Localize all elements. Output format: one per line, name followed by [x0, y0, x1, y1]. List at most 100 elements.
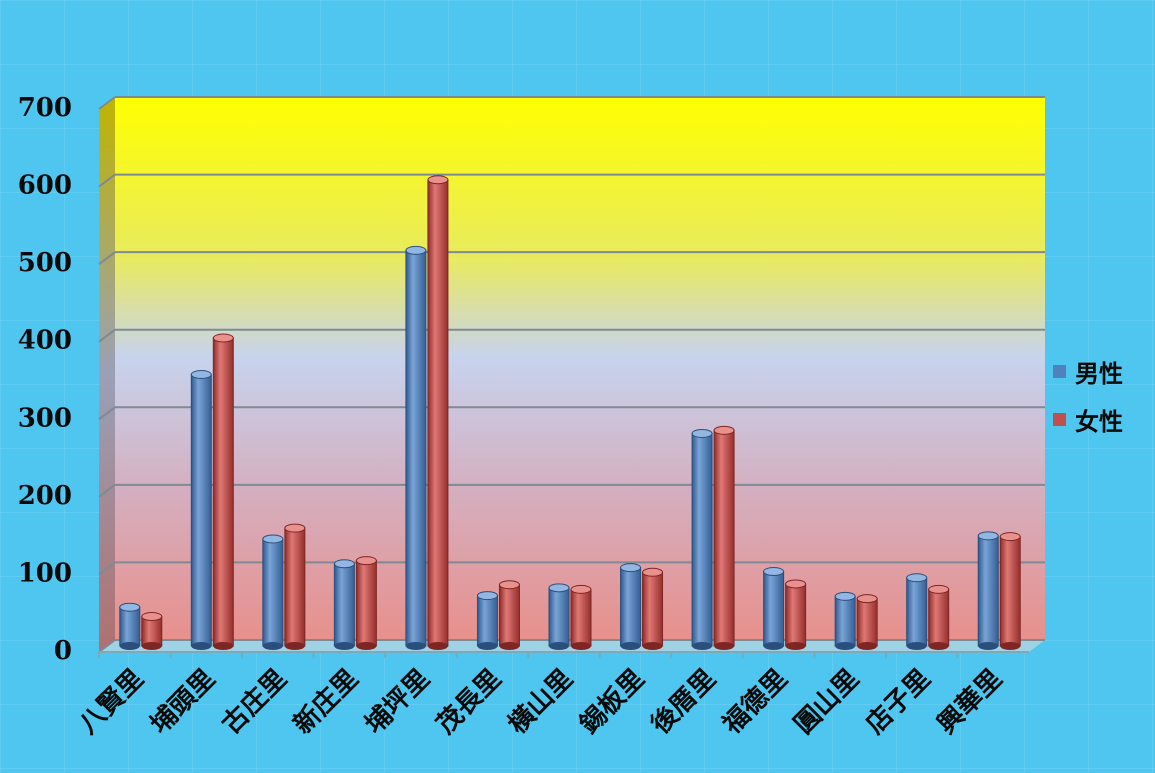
bar-female — [284, 527, 306, 647]
bar-male-cap — [834, 591, 856, 601]
bar-female — [785, 583, 807, 647]
bar-female-cap — [498, 580, 520, 590]
bar-female-cap — [141, 612, 163, 622]
y-tick-label: 300 — [18, 403, 72, 433]
bar-female-cap — [355, 556, 377, 566]
plot-side-wall — [99, 97, 115, 652]
bar-male-base — [978, 642, 999, 650]
bar-male — [691, 432, 713, 647]
gridline-side — [98, 173, 116, 188]
bar-male — [548, 587, 570, 647]
bar-male-cap — [906, 573, 928, 583]
bar-male — [476, 595, 498, 647]
bar-male-base — [334, 642, 355, 650]
bar-female-base — [785, 642, 806, 650]
bar-female — [498, 584, 520, 647]
bar-male-base — [262, 642, 283, 650]
bar-male — [190, 374, 212, 647]
legend-item-male: 男性 — [1053, 354, 1123, 389]
bar-male-cap — [763, 567, 785, 577]
bar-female-cap — [570, 584, 592, 594]
bar-female — [856, 598, 878, 647]
bar-female — [355, 560, 377, 647]
bar-male-base — [477, 642, 498, 650]
bar-female-base — [928, 642, 949, 650]
bar-male — [763, 571, 785, 647]
bar-female-cap — [212, 333, 234, 343]
bar-female — [212, 337, 234, 647]
gridline-side — [98, 251, 116, 265]
bar-male — [620, 567, 642, 647]
bar-female-base — [499, 642, 520, 650]
plot-back-wall — [115, 97, 1045, 640]
legend-label-female: 女性 — [1075, 407, 1123, 436]
bar-female-base — [1000, 642, 1021, 650]
bar-male-base — [405, 642, 426, 650]
y-tick-label: 400 — [18, 326, 72, 356]
bar-female-cap — [785, 579, 807, 589]
bar-female — [570, 588, 592, 647]
bar-female-base — [857, 642, 878, 650]
y-tick-label: 100 — [18, 558, 72, 588]
bar-male-base — [119, 642, 140, 650]
bar-female-base — [213, 642, 234, 650]
bar-female-cap — [427, 175, 449, 185]
y-tick-label: 500 — [18, 248, 72, 278]
legend-swatch-male — [1053, 365, 1066, 378]
y-tick-label: 700 — [18, 93, 72, 123]
bar-male-cap — [548, 583, 570, 593]
bar-male-cap — [262, 534, 284, 544]
gridline-side — [98, 484, 116, 498]
bar-female-cap — [284, 523, 306, 533]
bar-female-cap — [713, 425, 735, 435]
legend-label-male: 男性 — [1075, 359, 1123, 388]
y-tick-label: 0 — [54, 636, 72, 666]
bar-female-base — [642, 642, 663, 650]
y-tick-label: 600 — [18, 171, 72, 201]
bar-male-cap — [620, 563, 642, 573]
bar-female-cap — [856, 594, 878, 604]
bar-male — [405, 249, 427, 647]
bar-male-cap — [691, 428, 713, 438]
bar-female-cap — [928, 584, 950, 594]
bar-female — [713, 429, 735, 647]
bar-male — [977, 535, 999, 647]
bar-female-cap — [642, 567, 664, 577]
bar-female-cap — [999, 532, 1021, 542]
bar-male-base — [191, 642, 212, 650]
y-tick-label: 200 — [18, 481, 72, 511]
bar-male-cap — [333, 559, 355, 569]
bar-male-cap — [405, 245, 427, 255]
bar-female-base — [427, 642, 448, 650]
bar-male-base — [549, 642, 569, 650]
bar-male-cap — [476, 591, 498, 601]
bar-female-base — [356, 642, 377, 650]
gridline-side — [98, 639, 116, 653]
bar-male-cap — [190, 370, 212, 379]
bar-female-base — [284, 642, 305, 650]
bar-female — [642, 571, 664, 647]
gridline-side — [98, 328, 116, 343]
bar-female-base — [571, 642, 591, 650]
bar-male-base — [620, 642, 641, 650]
bar-male — [333, 563, 355, 647]
bar-female — [928, 588, 950, 647]
legend-swatch-female — [1053, 413, 1066, 426]
bar-female — [999, 536, 1021, 647]
bar-female-base — [714, 642, 735, 650]
bar-male — [834, 595, 856, 647]
bar-male-cap — [977, 531, 999, 541]
bar-male — [119, 606, 141, 647]
gridline-side — [98, 406, 116, 421]
gridline-side — [98, 96, 116, 110]
gridline-side — [98, 561, 116, 576]
bar-male-base — [763, 642, 784, 650]
bar-male — [906, 577, 928, 647]
bar-male-base — [692, 642, 713, 650]
bar-male-cap — [119, 602, 141, 612]
bar-male-base — [906, 642, 927, 650]
bar-female — [427, 179, 449, 647]
bar-male-base — [835, 642, 856, 650]
